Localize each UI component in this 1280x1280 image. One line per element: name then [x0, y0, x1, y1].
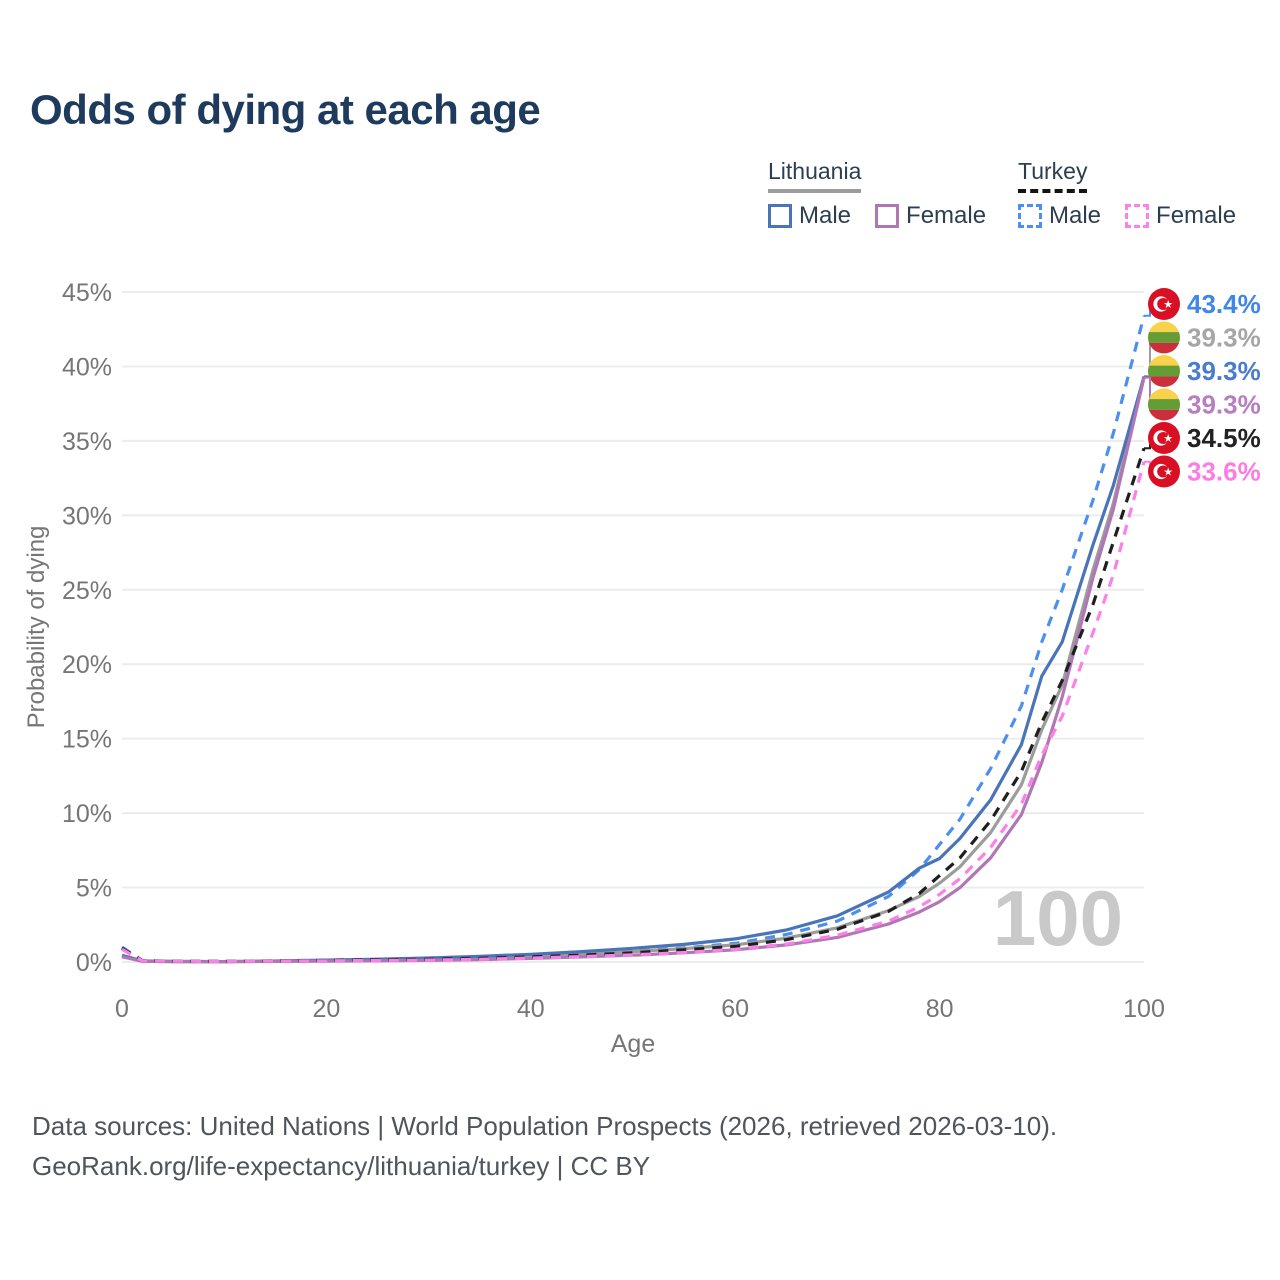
flag-star: ★	[1163, 299, 1173, 311]
y-tick-label: 45%	[62, 279, 112, 307]
stripe-yellow	[1148, 388, 1180, 400]
series-line-lithuania-female	[121, 377, 1146, 964]
stripe-red	[1148, 342, 1180, 354]
end-label-value: 33.6%	[1187, 457, 1261, 487]
series-line-lithuania-male	[121, 376, 1146, 964]
y-tick-label: 20%	[62, 651, 112, 679]
flag-turkey-icon: ★	[1148, 455, 1180, 488]
flag-stripes	[1148, 321, 1180, 354]
crescent-inner	[1157, 465, 1170, 478]
stripe-red	[1148, 376, 1180, 387]
stripe-red	[1148, 409, 1180, 421]
stripe-yellow	[1148, 355, 1180, 366]
stripe-yellow	[1148, 321, 1180, 333]
end-label-value: 39.3%	[1187, 356, 1261, 386]
legend-label-lithuania-female: Female	[906, 202, 987, 229]
legend-group-lithuania: Lithuania Male Female	[768, 158, 1010, 230]
series-line-turkey	[121, 447, 1146, 964]
end-label-value: 34.5%	[1187, 423, 1261, 453]
legend-swatch-lithuania-female-icon	[875, 204, 900, 228]
y-tick-label: 15%	[62, 726, 112, 754]
legend-label-turkey-female: Female	[1156, 202, 1237, 229]
y-tick-label: 40%	[62, 353, 112, 381]
y-tick-label: 35%	[62, 428, 112, 456]
x-tick-label: 20	[312, 995, 340, 1023]
x-tick-label: 80	[926, 995, 954, 1023]
y-tick-label: 0%	[76, 949, 112, 977]
crescent-inner	[1157, 298, 1170, 310]
end-label-value: 39.3%	[1187, 323, 1261, 353]
stripe-green	[1148, 365, 1180, 377]
flag-lithuania-icon	[1148, 355, 1180, 387]
y-axis-title: Probability of dying	[23, 526, 50, 729]
end-label-value: 39.3%	[1187, 390, 1261, 420]
page-title: Odds of dying at each age	[30, 86, 541, 133]
flag-lithuania-icon	[1148, 321, 1180, 354]
legend-swatch-turkey-female-icon	[1125, 204, 1150, 228]
series-line-turkey-male	[121, 315, 1146, 963]
flag-star: ★	[1163, 467, 1173, 479]
footer-attribution: GeoRank.org/life-expectancy/lithuania/tu…	[32, 1151, 651, 1181]
x-tick-label: 100	[1123, 995, 1165, 1023]
legend-country-lithuania: Lithuania	[768, 158, 862, 193]
y-tick-label: 30%	[62, 502, 112, 530]
x-tick-label: 40	[517, 995, 545, 1023]
crescent-inner	[1157, 432, 1170, 444]
legend-country-turkey: Turkey	[1018, 158, 1088, 193]
flag-star: ★	[1163, 433, 1173, 445]
legend-swatch-turkey-male-icon	[1018, 204, 1042, 228]
footer: Data sources: United Nations | World Pop…	[32, 1106, 1057, 1186]
flag-stripes	[1148, 355, 1180, 387]
x-tick-label: 0	[115, 995, 129, 1023]
stripe-green	[1148, 332, 1180, 343]
x-axis-title: Age	[611, 1030, 655, 1058]
x-tick-label: 60	[721, 995, 749, 1023]
line-chart: 0% 5% 10% 15% 20% 25% 30% 35% 40% 45% 0 20 40 60 80 100…	[23, 279, 1261, 1058]
legend-items-turkey: Male Female	[1018, 202, 1260, 230]
legend-group-turkey: Turkey Male Female	[1018, 158, 1260, 230]
legend-items-lithuania: Male Female	[768, 202, 1010, 230]
legend-label-lithuania-male: Male	[799, 202, 852, 229]
end-label-value: 43.4%	[1187, 289, 1261, 319]
y-tick-label: 5%	[76, 875, 112, 903]
flag-lithuania-icon	[1148, 388, 1180, 421]
stripe-green	[1148, 399, 1180, 410]
flag-turkey-icon: ★	[1148, 288, 1180, 320]
footer-data-sources: Data sources: United Nations | World Pop…	[32, 1111, 1058, 1141]
legend-swatch-lithuania-male-icon	[768, 204, 792, 228]
series-line-lithuania	[121, 375, 1146, 964]
y-tick-label: 10%	[62, 800, 112, 828]
y-tick-label: 25%	[62, 577, 112, 605]
series-line-turkey-female	[121, 461, 1146, 964]
flag-stripes	[1148, 388, 1180, 421]
watermark-100: 100	[993, 874, 1123, 962]
legend-label-turkey-male: Male	[1049, 202, 1102, 229]
flag-turkey-icon: ★	[1148, 422, 1180, 454]
